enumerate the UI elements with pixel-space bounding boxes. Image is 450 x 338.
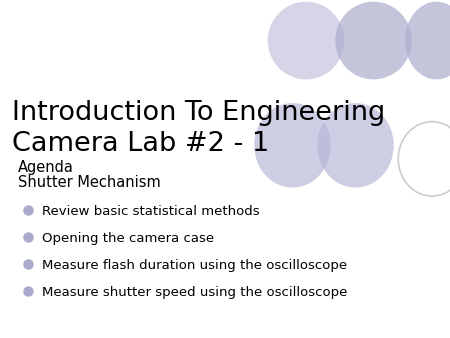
Ellipse shape — [254, 103, 331, 188]
Ellipse shape — [405, 2, 450, 79]
Text: Measure flash duration using the oscilloscope: Measure flash duration using the oscillo… — [42, 259, 347, 272]
Ellipse shape — [398, 122, 450, 196]
Text: Opening the camera case: Opening the camera case — [42, 232, 214, 245]
Text: Introduction To Engineering
Camera Lab #2 - 1: Introduction To Engineering Camera Lab #… — [12, 100, 385, 157]
Ellipse shape — [268, 2, 344, 79]
Text: Agenda: Agenda — [18, 160, 74, 175]
Text: Review basic statistical methods: Review basic statistical methods — [42, 205, 260, 218]
Text: Shutter Mechanism: Shutter Mechanism — [18, 175, 161, 190]
Text: Measure shutter speed using the oscilloscope: Measure shutter speed using the oscillos… — [42, 286, 347, 299]
Ellipse shape — [317, 103, 394, 188]
Ellipse shape — [335, 2, 412, 79]
